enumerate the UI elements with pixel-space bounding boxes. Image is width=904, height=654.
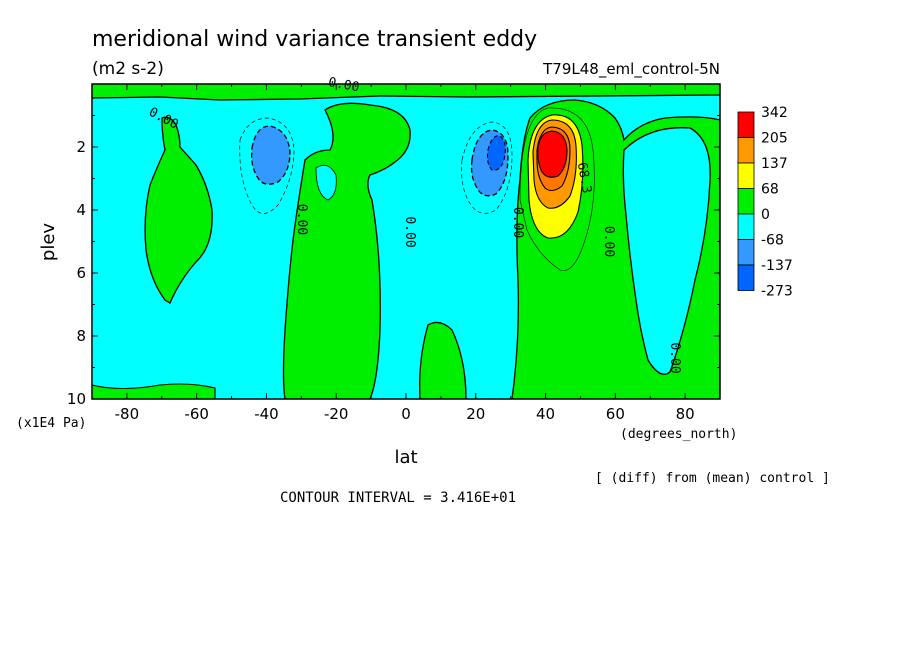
units-label: (m2 s-2): [92, 59, 164, 79]
y-tick-label: 6: [76, 264, 86, 282]
x-tick-label: -80: [115, 405, 140, 423]
colorbar: 342 205 137 68 0 -68 -137 -273: [737, 105, 793, 300]
colorbar-label: 342: [761, 105, 788, 121]
central-positive-band: [282, 102, 411, 399]
chart-title: meridional wind variance transient eddy: [92, 27, 537, 52]
y-axis-units: (x1E4 Pa): [16, 416, 86, 431]
y-tick-label: 8: [76, 327, 86, 345]
colorbar-swatch: [737, 162, 755, 189]
x-tick-label: 20: [466, 405, 485, 423]
top-positive-band: [92, 84, 720, 101]
y-tick-label: 2: [76, 138, 86, 156]
nh-minimum-core: [486, 135, 506, 171]
contour-label: 0.00: [510, 207, 525, 238]
colorbar-swatch: [737, 239, 755, 266]
south-positive-tongue: [144, 116, 213, 304]
x-axis-label: lat: [394, 447, 417, 468]
y-tick-label: 4: [76, 201, 86, 219]
diff-note: [ (diff) from (mean) control ]: [595, 471, 830, 486]
contour-label: 0.00: [294, 204, 309, 235]
colorbar-label: 0: [761, 207, 770, 223]
x-tick-label: 80: [676, 405, 695, 423]
nh-negative-hole: [622, 127, 711, 375]
contour-label: 0.00: [402, 216, 417, 247]
x-tick-label: -40: [254, 405, 279, 423]
contour-label: 0.00: [327, 75, 360, 95]
sh-outer-dashed: [239, 117, 295, 214]
y-axis-label: plev: [38, 223, 59, 262]
colorbar-swatch: [737, 264, 755, 291]
colorbar-label: -273: [761, 284, 793, 300]
colorbar-swatch: [737, 111, 755, 138]
sh-minimum-fill: [250, 125, 291, 185]
colorbar-label: -68: [761, 233, 784, 249]
contour-interval: CONTOUR INTERVAL = 3.416E+01: [280, 490, 516, 506]
y-axis-ticks: 2 4 6 8 10: [67, 115, 720, 408]
x-axis-ticks: -80 -60 -40 -20 0 20 40 60 80: [91, 84, 721, 423]
x-tick-label: -60: [184, 405, 209, 423]
central-negative-hole: [315, 164, 337, 201]
x-axis-units: (degrees_north): [620, 427, 737, 442]
colorbar-swatch: [737, 137, 755, 164]
colorbar-swatch: [737, 213, 755, 240]
experiment-label: T79L48_eml_control-5N: [542, 60, 720, 79]
contour-label: 0.00: [601, 226, 616, 257]
contour-label: 68.3: [574, 161, 594, 194]
jet-core-342: [537, 130, 568, 178]
y-tick-label: 10: [67, 390, 86, 408]
colorbar-label: 205: [761, 131, 788, 147]
nh-outer-dashed: [461, 121, 513, 214]
x-tick-label: 60: [606, 405, 625, 423]
bottom-left-positive: [92, 383, 216, 399]
colorbar-label: -137: [761, 258, 793, 274]
x-tick-label: 0: [401, 405, 411, 423]
jet-outer-contour: [519, 107, 595, 271]
x-tick-label: 40: [536, 405, 555, 423]
contour-field: [92, 84, 720, 399]
contour-label: 0.00: [667, 342, 682, 373]
equator-positive-bump: [419, 321, 467, 399]
colorbar-label: 137: [761, 156, 788, 172]
x-tick-label: -20: [324, 405, 349, 423]
colorbar-label: 68: [761, 182, 779, 198]
colorbar-swatch: [737, 188, 755, 215]
